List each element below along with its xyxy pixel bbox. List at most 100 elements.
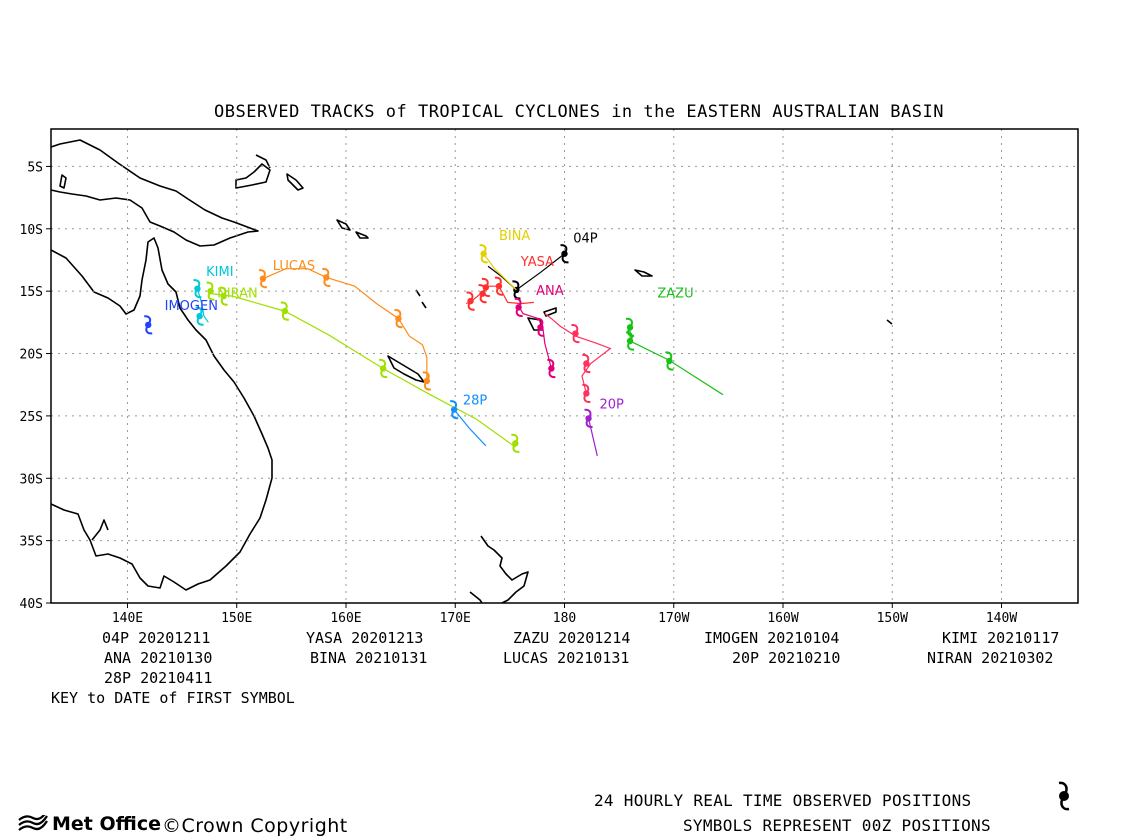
lon-tick-label: 180 [553, 611, 576, 626]
lat-tick-label: 5S [27, 160, 43, 175]
lon-tick-label: 140W [986, 611, 1017, 626]
cyclone-unnamed [544, 313, 612, 404]
cyclone-track-line [518, 305, 552, 369]
lon-tick-label: 150E [221, 611, 252, 626]
cyclone-name-label: YASA [520, 255, 554, 270]
cyclone-position-symbol [219, 286, 228, 306]
lon-tick-label: 150W [877, 611, 908, 626]
lat-tick-label: 25S [20, 410, 43, 425]
cyclone-position-symbol [625, 331, 635, 351]
cyclone-niran: NIRAN [206, 281, 520, 453]
key-entry: ANA 20210130 [104, 649, 213, 667]
cyclone-position-symbol [536, 317, 545, 337]
cyclone-track-line [465, 285, 534, 305]
coastline-new-britain [235, 163, 271, 189]
cyclone-name-label: ANA [536, 284, 564, 299]
cyclone-zazu: ZAZU [625, 286, 724, 396]
key-entry: IMOGEN 20210104 [704, 629, 840, 647]
cyclone-name-label: 20P [599, 397, 624, 412]
cyclone-28p: 28P [450, 394, 488, 447]
coastline-australia-gulf [91, 519, 109, 541]
cyclone-position-symbol [195, 306, 204, 326]
cyclone-imogen: IMOGEN [144, 299, 218, 335]
coastline-samoa [634, 269, 653, 277]
cyclone-name-label: ZAZU [657, 286, 693, 301]
map-title: OBSERVED TRACKS of TROPICAL CYCLONES in … [214, 102, 944, 122]
cyclone-position-symbol [582, 353, 591, 374]
coastline-cook [886, 319, 893, 325]
cyclone-kimi: KIMI [193, 265, 234, 326]
cyclone-position-symbol [466, 291, 475, 311]
coastline-solomons-1 [336, 219, 351, 231]
lon-tick-label: 140E [112, 611, 143, 626]
cyclone-position-symbol [379, 358, 388, 379]
cyclone-name-label: LUCAS [273, 259, 315, 274]
cyclone-position-symbol [422, 371, 431, 391]
met-office-waves-icon [18, 815, 48, 831]
cyclone-position-symbol [560, 244, 569, 264]
brand-name: Met Office [52, 813, 161, 835]
cyclone-position-symbol [258, 269, 268, 289]
key-entry: YASA 20201213 [306, 629, 424, 647]
cyclone-position-symbol [625, 317, 635, 337]
cyclone-20p: 20P [584, 397, 624, 456]
key-entry: 04P 20201211 [102, 629, 211, 647]
coastline-new-ireland [255, 154, 271, 169]
coastline-new-zealand [480, 535, 529, 604]
symbols-note: SYMBOLS REPRESENT 00Z POSITIONS [683, 816, 991, 835]
key-caption: KEY to DATE of FIRST SYMBOL [51, 689, 295, 707]
cyclone-position-symbol [511, 433, 520, 453]
lat-tick-label: 40S [20, 597, 43, 612]
cyclone-name-label: 28P [463, 394, 488, 409]
lat-tick-label: 35S [20, 535, 43, 550]
cyclone-track-line [262, 268, 428, 381]
cyclone-position-symbol [144, 315, 153, 335]
cyclone-position-symbol [582, 383, 591, 404]
map-axes: 140E 150E 160E 170E 180 170W 160W 150W 140W 5S 10S… [20, 160, 1018, 626]
cyclone-tracks: 04P BINA YASA ANA LUCAS NIRAN KIMI IMOGEN 28P ZAZ… [144, 229, 724, 456]
copyright-notice: ©Crown Copyright [162, 815, 348, 837]
cyclone-bina: BINA [479, 229, 530, 291]
key-entry: NIRAN 20210302 [927, 649, 1054, 667]
cyclone-position-symbol [571, 323, 580, 344]
graticule [51, 129, 1078, 603]
key-entry: LUCAS 20210131 [503, 649, 630, 667]
cyclone-yasa: YASA [465, 255, 554, 311]
cyclone-track-line [483, 253, 517, 291]
cyclone-position-symbol [193, 279, 202, 299]
cyclone-ana: ANA [514, 284, 564, 379]
coastline-new-zealand-south [469, 591, 483, 604]
cyclone-position-symbol [280, 301, 289, 321]
lon-tick-label: 170W [658, 611, 689, 626]
cyclone-lucas: LUCAS [258, 259, 431, 391]
cyclone-name-label: IMOGEN [165, 299, 218, 314]
cyclone-track-line [544, 313, 612, 394]
cyclone-position-symbol [514, 297, 523, 317]
key-entry: KIMI 20210117 [942, 629, 1060, 647]
cyclone-track-map: 04P BINA YASA ANA LUCAS NIRAN KIMI IMOGEN 28P ZAZ… [20, 128, 1079, 626]
coastline-solomons-2 [355, 231, 369, 239]
met-office-logo: Met Office [18, 813, 161, 835]
lat-tick-label: 10S [20, 223, 43, 238]
cyclone-position-symbol [322, 267, 331, 288]
lon-tick-label: 160W [767, 611, 798, 626]
positions-note: 24 HOURLY REAL TIME OBSERVED POSITIONS [594, 791, 972, 810]
cyclone-track-line [196, 288, 209, 323]
coastlines [50, 139, 893, 604]
coastline-vanuatu-2 [421, 301, 427, 309]
key-entry: 28P 20210411 [104, 669, 213, 687]
key-entry: ZAZU 20201214 [513, 629, 631, 647]
cyclone-position-symbol [450, 400, 459, 420]
cyclone-track-line [629, 326, 724, 396]
cyclone-position-symbol [394, 309, 403, 329]
lon-tick-label: 170E [440, 611, 471, 626]
cyclone-position-symbol [665, 351, 674, 371]
cyclone-track-line [210, 293, 516, 448]
cyclone-name-label: BINA [499, 229, 530, 244]
cyclone-position-symbol [206, 281, 215, 301]
key-entry: BINA 20210131 [310, 649, 428, 667]
coastline-island-small [59, 174, 67, 189]
coastline-bougainville [286, 173, 304, 191]
lat-tick-label: 20S [20, 348, 43, 363]
coastline-new-guinea [50, 139, 259, 247]
